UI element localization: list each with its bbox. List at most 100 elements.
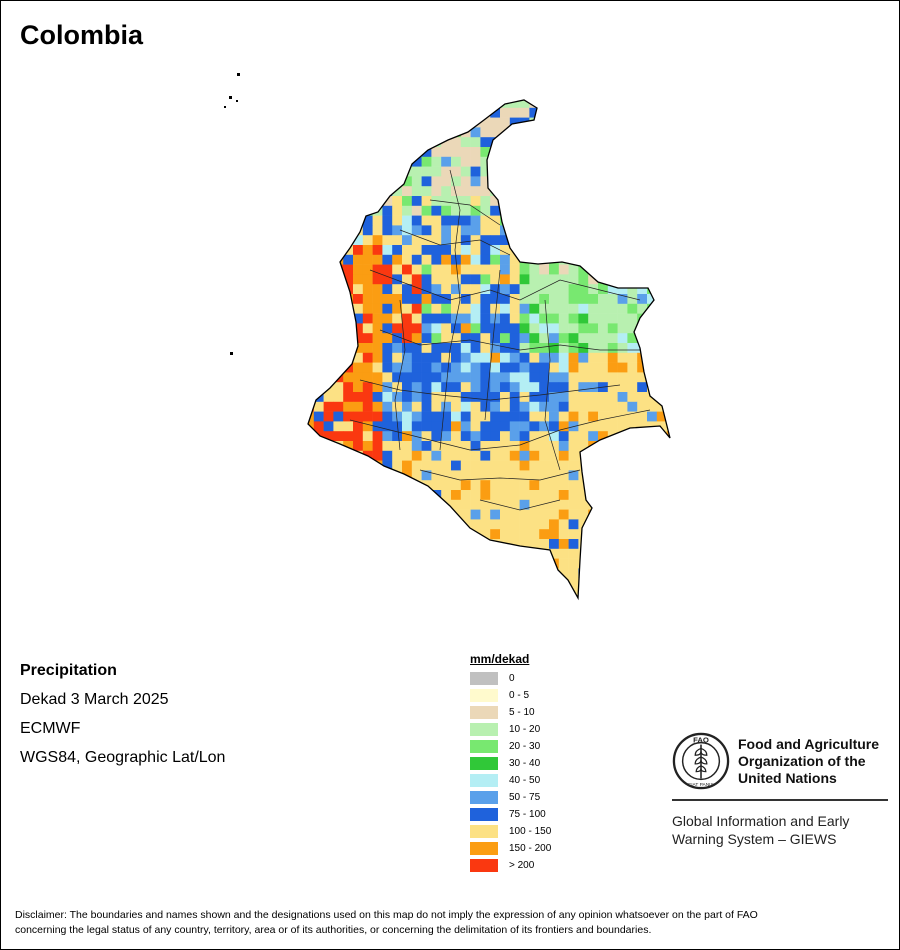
precip-cell xyxy=(470,176,481,187)
precip-cell xyxy=(500,450,511,461)
precip-cell xyxy=(402,127,413,138)
precip-cell xyxy=(402,313,413,324)
precip-cell xyxy=(588,166,599,177)
precip-cell xyxy=(308,235,315,246)
precip-cell xyxy=(323,352,334,363)
precip-cell xyxy=(558,411,569,422)
precip-cell xyxy=(392,107,403,118)
precip-cell xyxy=(568,127,579,138)
precip-cell xyxy=(666,519,670,530)
precip-cell xyxy=(402,597,413,598)
precip-cell xyxy=(509,548,520,559)
precip-cell xyxy=(617,450,628,461)
precip-cell xyxy=(411,509,422,520)
precip-cell xyxy=(480,127,491,138)
precip-cell xyxy=(431,480,442,491)
precip-cell xyxy=(362,274,373,285)
precip-cell xyxy=(666,499,670,510)
precip-cell xyxy=(308,323,315,334)
precip-cell xyxy=(431,117,442,128)
precip-cell xyxy=(372,156,383,167)
precip-cell xyxy=(656,284,667,295)
precip-cell xyxy=(568,294,579,305)
precip-cell xyxy=(323,117,334,128)
precip-cell xyxy=(451,450,462,461)
precip-cell xyxy=(353,597,364,598)
precip-cell xyxy=(549,578,560,589)
precip-cell xyxy=(382,254,393,265)
precip-cell xyxy=(382,294,393,305)
precip-cell xyxy=(500,313,511,324)
precip-cell xyxy=(451,343,462,354)
precip-cell xyxy=(411,166,422,177)
precip-cell xyxy=(500,333,511,344)
precip-cell xyxy=(451,323,462,334)
legend-label: 20 - 30 xyxy=(509,741,541,752)
precip-cell xyxy=(313,147,324,158)
precip-cell xyxy=(588,137,599,148)
precip-cell xyxy=(598,313,609,324)
precip-cell xyxy=(392,147,403,158)
precip-cell xyxy=(411,548,422,559)
precip-cell xyxy=(362,548,373,559)
precip-cell xyxy=(568,225,579,236)
precip-cell xyxy=(617,117,628,128)
precip-cell xyxy=(637,441,648,452)
precip-cell xyxy=(343,264,354,275)
precip-cell xyxy=(313,294,324,305)
precip-cell xyxy=(372,245,383,256)
precip-cell xyxy=(509,323,520,334)
precip-cell xyxy=(558,431,569,442)
precip-cell xyxy=(441,186,452,197)
precip-cell xyxy=(451,117,462,128)
precip-cell xyxy=(509,421,520,432)
precip-cell xyxy=(500,264,511,275)
precip-cell xyxy=(333,401,344,412)
precip-cell xyxy=(568,245,579,256)
precip-cell xyxy=(353,117,364,128)
precip-cell xyxy=(451,100,462,109)
precip-cell xyxy=(509,100,520,109)
precip-cell xyxy=(431,470,442,481)
legend-swatch xyxy=(470,757,498,770)
precip-cell xyxy=(323,225,334,236)
precip-cell xyxy=(656,156,667,167)
precip-cell xyxy=(480,313,491,324)
precip-cell xyxy=(441,117,452,128)
precip-cell xyxy=(588,100,599,109)
precip-cell xyxy=(558,166,569,177)
precip-cell xyxy=(578,303,589,314)
precip-cell xyxy=(568,558,579,569)
precip-cell xyxy=(431,519,442,530)
precip-cell xyxy=(470,450,481,461)
precip-cell xyxy=(529,352,540,363)
precip-cell xyxy=(509,401,520,412)
island-providencia xyxy=(229,96,232,99)
precip-cell xyxy=(402,323,413,334)
precip-cell xyxy=(323,215,334,226)
precip-cell xyxy=(362,421,373,432)
precip-cell xyxy=(529,186,540,197)
precip-cell xyxy=(343,509,354,520)
precip-cell xyxy=(460,196,471,207)
precip-cell xyxy=(627,137,638,148)
precip-cell xyxy=(480,470,491,481)
precip-cell xyxy=(588,156,599,167)
precip-cell xyxy=(529,235,540,246)
precip-cell xyxy=(480,597,491,598)
precip-cell xyxy=(617,235,628,246)
precip-cell xyxy=(333,323,344,334)
precip-cell xyxy=(480,117,491,128)
precip-cell xyxy=(343,499,354,510)
precip-cell xyxy=(323,186,334,197)
precip-cell xyxy=(617,127,628,138)
precip-cell xyxy=(607,460,618,471)
precip-cell xyxy=(598,578,609,589)
precip-cell xyxy=(392,205,403,216)
precip-cell xyxy=(558,421,569,432)
precip-cell xyxy=(470,166,481,177)
precip-cell xyxy=(588,343,599,354)
precip-cell xyxy=(647,431,658,442)
precip-cell xyxy=(441,147,452,158)
precip-cell xyxy=(627,166,638,177)
